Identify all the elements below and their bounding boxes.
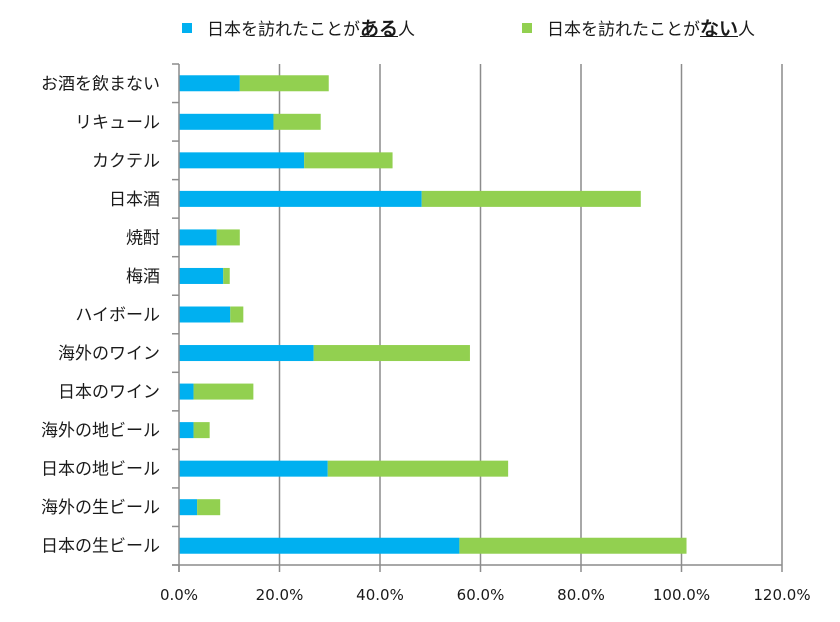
- bar-not-visited: [421, 190, 641, 207]
- legend-text-prefix: 日本を訪れたことが: [547, 20, 700, 40]
- category-label: カクテル: [92, 151, 160, 171]
- bar-visited: [179, 422, 194, 439]
- bar-visited: [179, 345, 314, 362]
- x-tick-label: 100.0%: [653, 586, 710, 604]
- category-label: お酒を飲まない: [41, 74, 160, 94]
- category-label: 日本の生ビール: [41, 537, 160, 557]
- category-label: 海外の地ビール: [41, 421, 160, 441]
- legend-text-emph: ない: [700, 18, 739, 40]
- bar-visited: [179, 460, 328, 477]
- bar-not-visited: [197, 499, 221, 516]
- axes: [172, 63, 783, 572]
- category-label: 日本酒: [109, 190, 160, 210]
- bar-visited: [179, 267, 224, 284]
- x-tick-label: 40.0%: [356, 586, 404, 604]
- bar-not-visited: [304, 152, 393, 169]
- category-label: 焼酎: [126, 228, 160, 248]
- x-tick-label: 0.0%: [160, 586, 198, 604]
- bar-not-visited: [459, 537, 687, 554]
- x-tick-label: 20.0%: [256, 586, 304, 604]
- bar-not-visited: [327, 460, 509, 477]
- bar-visited: [179, 190, 422, 207]
- bar-visited: [179, 75, 240, 92]
- legend-swatch-not-visited: [522, 22, 532, 33]
- category-label: 海外のワイン: [58, 344, 160, 364]
- legend-text-suffix: 人: [738, 20, 756, 40]
- bar-visited: [179, 537, 460, 554]
- bar-visited: [179, 499, 198, 516]
- bar-not-visited: [193, 422, 210, 439]
- bars: [179, 75, 687, 554]
- bar-not-visited: [216, 229, 240, 246]
- category-label: 梅酒: [126, 267, 160, 287]
- category-label: 日本の地ビール: [41, 460, 160, 480]
- bar-not-visited: [230, 306, 244, 323]
- legend-text-emph: ある: [360, 18, 399, 40]
- bar-visited: [179, 229, 217, 246]
- legend-swatch-visited: [182, 22, 192, 33]
- legend-text-suffix: 人: [398, 20, 416, 40]
- bar-not-visited: [273, 113, 321, 130]
- legend-item-visited: 日本を訪れたことが ある人: [182, 14, 415, 41]
- category-label: リキュール: [75, 113, 160, 133]
- bar-not-visited: [239, 75, 329, 92]
- bar-not-visited: [193, 383, 254, 400]
- x-tick-label: 120.0%: [753, 586, 810, 604]
- bar-visited: [179, 383, 194, 400]
- gridlines: [278, 64, 783, 565]
- category-label: ハイボール: [75, 306, 160, 326]
- x-tick-label: 60.0%: [457, 586, 505, 604]
- bar-not-visited: [223, 267, 230, 284]
- legend-text-prefix: 日本を訪れたことが: [207, 20, 360, 40]
- labels: 0.0% 20.0% 40.0% 60.0% 80.0% 100.0% 120.0% お酒を飲…: [41, 74, 811, 604]
- bar-not-visited: [313, 345, 470, 362]
- x-tick-label: 80.0%: [557, 586, 605, 604]
- bar-visited: [179, 306, 231, 323]
- bar-visited: [179, 152, 305, 169]
- bar-visited: [179, 113, 274, 130]
- category-label: 日本のワイン: [58, 383, 160, 403]
- legend-item-not-visited: 日本を訪れたことが ない人: [522, 14, 755, 41]
- category-label: 海外の生ビール: [41, 498, 160, 518]
